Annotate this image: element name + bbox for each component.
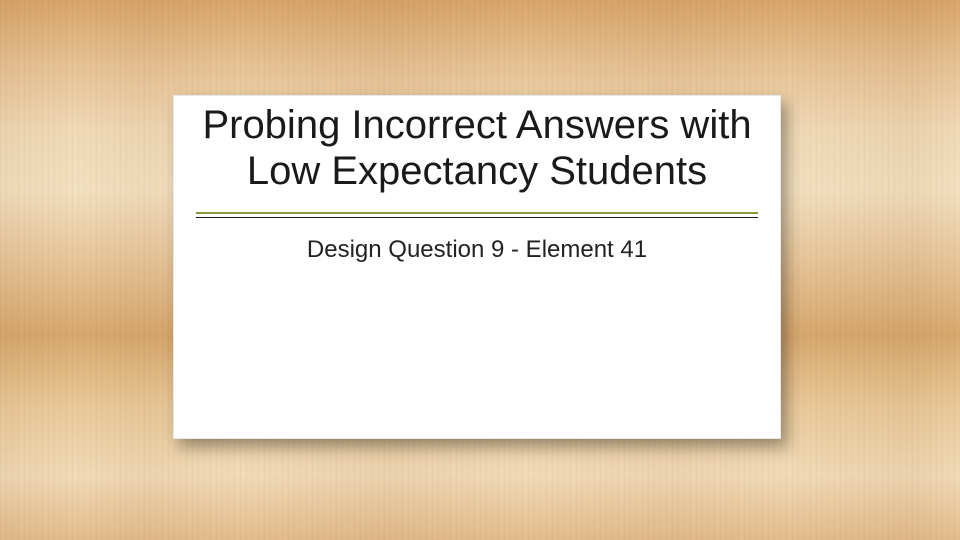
subtitle-container: Design Question 9 - Element 41	[174, 218, 780, 264]
slide-subtitle: Design Question 9 - Element 41	[194, 236, 760, 264]
title-container: Probing Incorrect Answers with Low Expec…	[174, 100, 780, 202]
slide-title: Probing Incorrect Answers with Low Expec…	[202, 102, 752, 194]
title-card: Probing Incorrect Answers with Low Expec…	[173, 95, 781, 439]
